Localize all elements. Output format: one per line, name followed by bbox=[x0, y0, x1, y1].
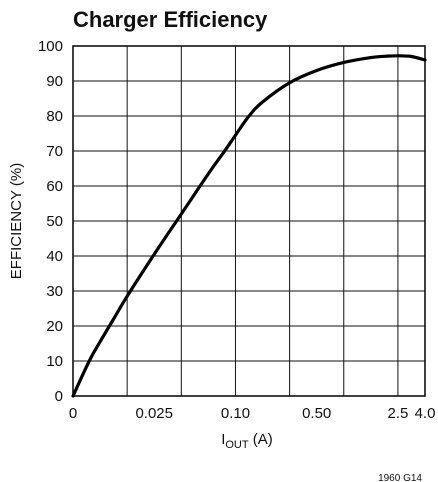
y-axis-label: EFFICIENCY (%) bbox=[8, 163, 25, 279]
grid bbox=[73, 46, 425, 396]
figure-code: 1960 G14 bbox=[378, 473, 422, 482]
y-tick-label: 60 bbox=[46, 178, 63, 195]
x-tick-label: 4.0 bbox=[415, 405, 436, 422]
x-axis-label-subscript: OUT bbox=[225, 439, 249, 451]
y-tick-label: 20 bbox=[46, 318, 63, 335]
y-tick-label: 0 bbox=[55, 388, 63, 405]
plot-frame bbox=[72, 45, 426, 397]
y-axis-ticks: 0 10 20 30 40 50 60 70 80 90 100 bbox=[38, 38, 63, 405]
x-axis-ticks: 0 0.025 0.10 0.50 2.5 4.0 bbox=[69, 405, 436, 422]
x-axis-label-main: I bbox=[221, 431, 225, 448]
x-tick-label: 2.5 bbox=[387, 405, 408, 422]
y-tick-label: 100 bbox=[38, 38, 63, 55]
y-tick-label: 70 bbox=[46, 143, 63, 160]
x-axis-label-suffix: (A) bbox=[249, 431, 273, 448]
y-tick-label: 90 bbox=[46, 73, 63, 90]
y-tick-label: 10 bbox=[46, 353, 63, 370]
efficiency-curve bbox=[71, 54, 427, 398]
x-axis-label: IOUT (A) bbox=[221, 431, 273, 451]
x-tick-label: 0.10 bbox=[221, 405, 250, 422]
y-tick-label: 50 bbox=[46, 213, 63, 230]
x-tick-label: 0 bbox=[69, 405, 77, 422]
y-tick-label: 80 bbox=[46, 108, 63, 125]
x-tick-label: 0.025 bbox=[135, 405, 173, 422]
y-tick-label: 40 bbox=[46, 248, 63, 265]
x-tick-label: 0.50 bbox=[302, 405, 331, 422]
y-tick-label: 30 bbox=[46, 283, 63, 300]
chart-title: Charger Efficiency bbox=[73, 7, 268, 32]
